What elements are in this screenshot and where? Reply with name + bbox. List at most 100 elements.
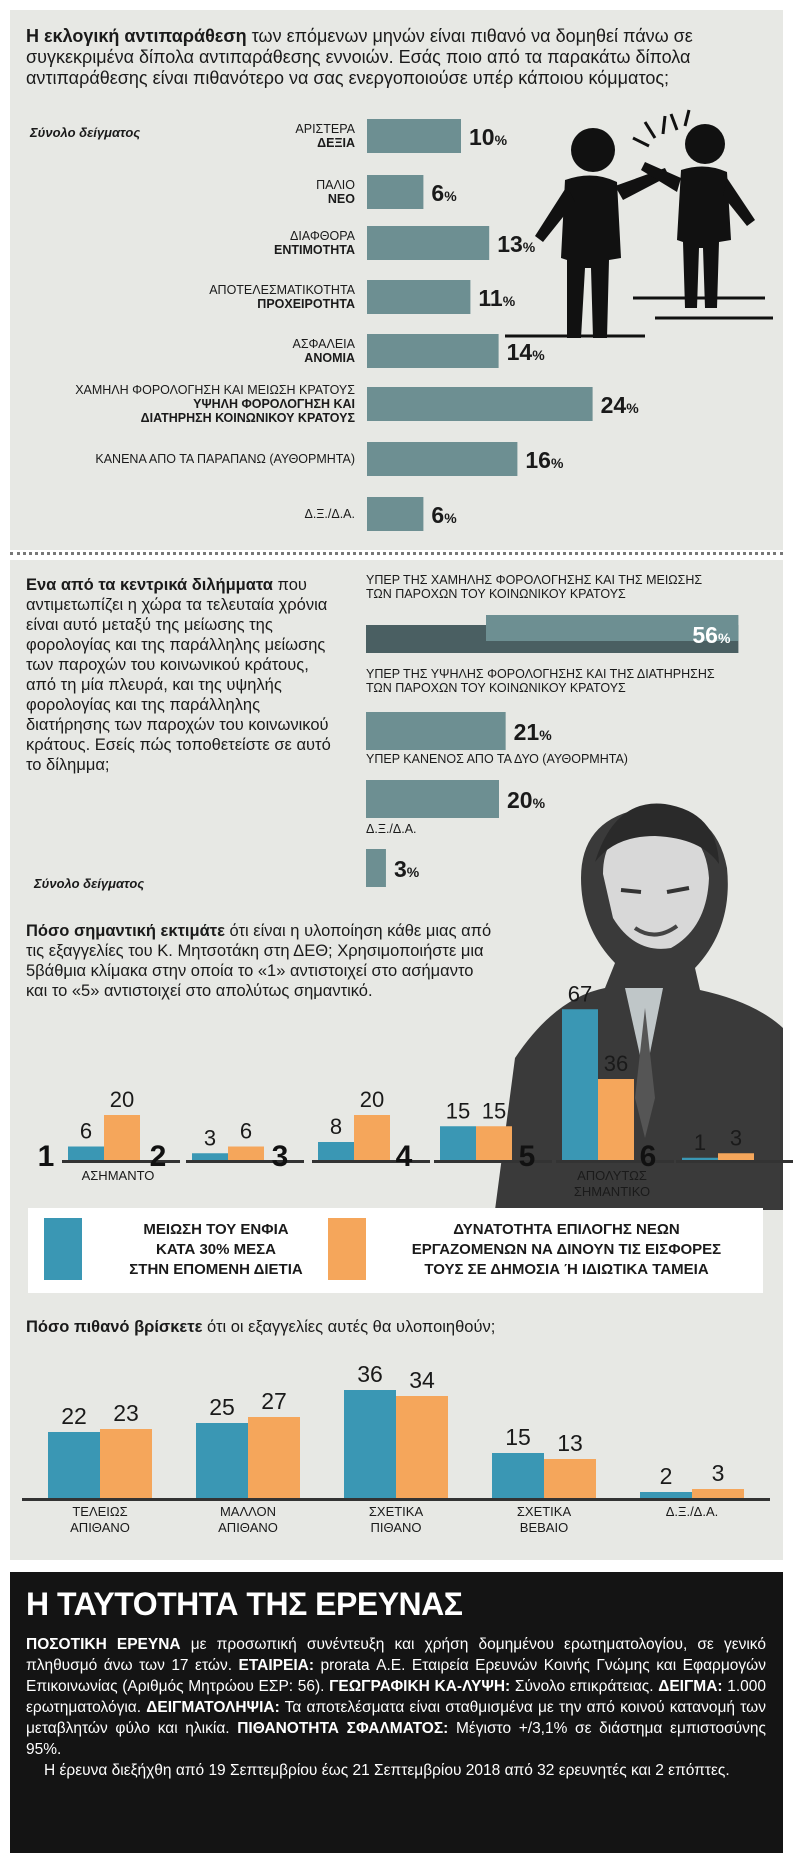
- legend-teal-line2: ΚΑΤΑ 30% ΜΕΣΑ: [156, 1241, 276, 1258]
- chart3-bar: [104, 1115, 140, 1160]
- chart1-percent-sign: %: [523, 239, 536, 255]
- chart1-bar: [367, 497, 424, 531]
- chart1-category-label: ΑΣΦΑΛΕΙΑ: [292, 337, 355, 351]
- survey-methodology-box: Η ΤΑΥΤΟΤΗΤΑ ΤΗΣ ΕΡΕΥΝΑΣ ΠΟΣΟΤΙΚΗ ΕΡΕΥΝΑ …: [10, 1572, 783, 1853]
- chart4-bar: [196, 1423, 248, 1498]
- chart2-bar: [366, 712, 506, 750]
- section3-intro: Πόσο σημαντική εκτιμάτε ότι είναι η υλοπ…: [26, 921, 496, 1001]
- chart4-category-label: ΑΠΙΘΑΝΟ: [70, 1520, 130, 1535]
- methodology-t2: prorata Α.Ε. Εταιρεία Ερευνών Κοινής Γνώ…: [26, 1657, 766, 1695]
- chart3-bar: [440, 1126, 476, 1160]
- chart3-axis: [62, 1160, 180, 1163]
- legend-teal-line3: ΣΤΗΝ ΕΠΟΜΕΝΗ ΔΙΕΤΙΑ: [129, 1261, 303, 1278]
- chart1-percent-sign: %: [626, 400, 639, 416]
- chart3-bar: [68, 1146, 104, 1160]
- chart1-value-label: 10%: [469, 124, 508, 150]
- chart1-category-label: ΥΨΗΛΗ ΦΟΡΟΛΟΓΗΣΗ ΚΑΙ: [193, 397, 355, 411]
- chart3-value-label: 67: [568, 981, 592, 1006]
- chart1-svg: 10%ΑΡΙΣΤΕΡΑΔΕΞΙΑ6%ΠΑΛΙΟΝΕΟ13%ΔΙΑΦΘΟΡΑΕΝΤ…: [75, 119, 639, 531]
- methodology-dates: Η έρευνα διεξήχθη από 19 Σεπτεμβρίου έως…: [44, 1762, 730, 1779]
- section2-intro-text: που αντιμετωπίζει η χώρα τα τελευταία χρ…: [26, 576, 331, 774]
- chart2-category-label: ΤΩΝ ΠΑΡΟΧΩΝ ΤΟΥ ΚΟΙΝΩΝΙΚΟΥ ΚΡΑΤΟΥΣ: [366, 681, 626, 695]
- chart4-category-label: Δ.Ξ./Δ.Α.: [666, 1504, 719, 1519]
- chart1-category-label: ΝΕΟ: [328, 192, 355, 206]
- methodology-text: ΠΟΣΟΤΙΚΗ ΕΡΕΥΝΑ με προσωπική συνέντευξη …: [26, 1634, 766, 1781]
- methodology-t5: Τα αποτελέσματα είναι σταθμισμένα με την…: [26, 1699, 766, 1737]
- chart3-bar: [318, 1142, 354, 1160]
- chart1-category-label: Δ.Ξ./Δ.Α.: [304, 507, 355, 521]
- chart4-bar: [48, 1432, 100, 1498]
- section3-intro-text: ότι είναι η υλοποίηση κάθε μιας από τις …: [26, 922, 492, 1000]
- chart3-scale-number: 1: [38, 1140, 55, 1173]
- chart3-axis: [434, 1160, 552, 1163]
- methodology-b4: ΔΕΙΓΜΑ:: [658, 1678, 723, 1695]
- chart1-category-label: ΑΡΙΣΤΕΡΑ: [295, 122, 355, 136]
- chart3-value-label: 15: [446, 1098, 470, 1123]
- chart1-category-label: ΠΑΛΙΟ: [316, 178, 355, 192]
- chart3-scale-number: 2: [150, 1140, 167, 1173]
- chart3-axis: [186, 1160, 304, 1163]
- section1-intro-bold: Η εκλογική αντιπαράθεση: [26, 26, 247, 46]
- chart1-category-label: ΔΙΑΦΘΟΡΑ: [290, 229, 356, 243]
- chart3-value-label: 36: [604, 1051, 628, 1076]
- chart1-bar: [367, 334, 499, 368]
- chart3-value-label: 3: [730, 1125, 742, 1150]
- chart4-category-label: ΑΠΙΘΑΝΟ: [218, 1520, 278, 1535]
- chart3-bar: [192, 1153, 228, 1160]
- chart1-percent-sign: %: [444, 510, 457, 526]
- chart1-category-label: ΔΕΞΙΑ: [317, 136, 355, 150]
- chart4-bar: [692, 1489, 744, 1498]
- legend-teal-line1: ΜΕΙΩΣΗ ΤΟΥ ΕΝΦΙΑ: [143, 1221, 289, 1238]
- chart3-bar: [682, 1157, 718, 1160]
- chart3-scale-number: 6: [640, 1140, 657, 1173]
- methodology-b6: ΠΙΘΑΝΟΤΗΤΑ ΣΦΑΛΜΑΤΟΣ:: [237, 1720, 449, 1737]
- methodology-t3: Σύνολο επικράτειας.: [510, 1678, 659, 1695]
- chart3-axis: [676, 1160, 793, 1163]
- section4-intro-bold: Πόσο πιθανό βρίσκετε: [26, 1318, 203, 1336]
- chart2-percent-sign: %: [718, 630, 731, 646]
- chart1-category-label: ΕΝΤΙΜΟΤΗΤΑ: [274, 243, 355, 257]
- chart4-bar: [248, 1417, 300, 1498]
- chart4-bar: [544, 1459, 596, 1498]
- chart1-bar: [367, 226, 490, 260]
- chart4-value-label: 27: [261, 1388, 287, 1414]
- chart1-percent-sign: %: [532, 347, 545, 363]
- chart1-bar: [367, 387, 593, 421]
- methodology-t6: Μέγιστο +/3,1% σε διάστημα εμπιστοσύνης …: [26, 1720, 766, 1758]
- chart4-value-label: 13: [557, 1430, 583, 1456]
- chart4-category-label: ΤΕΛΕΙΩΣ: [72, 1504, 127, 1519]
- section2-intro: Ενα από τα κεντρικά διλήμματα που αντιμε…: [26, 575, 331, 775]
- methodology-t1: με προσωπική συνέντευξη και χρήση δομημέ…: [26, 1636, 766, 1674]
- chart3-bar: [598, 1079, 634, 1160]
- chart3-value-label: 3: [204, 1125, 216, 1150]
- divider-1: [10, 552, 783, 555]
- legend-orange-line2: ΕΡΓΑΖΟΜΕΝΩΝ ΝΑ ΔΙΝΟΥΝ ΤΙΣ ΕΙΣΦΟΡΕΣ: [411, 1241, 722, 1258]
- chart4-value-label: 15: [505, 1424, 531, 1450]
- chart-legend: ΜΕΙΩΣΗ ΤΟΥ ΕΝΦΙΑ ΚΑΤΑ 30% ΜΕΣΑ ΣΤΗΝ ΕΠΟΜ…: [28, 1208, 763, 1293]
- methodology-t4: 1.000 ερωτηματολόγια.: [26, 1678, 766, 1716]
- chart3-category-note: ΑΠΟΛΥΤΩΣ: [577, 1168, 647, 1183]
- chart1-bar: [367, 280, 471, 314]
- chart2-percent-sign: %: [407, 864, 420, 880]
- chart4-value-label: 34: [409, 1367, 435, 1393]
- chart2-category-label: ΤΩΝ ΠΑΡΟΧΩΝ ΤΟΥ ΚΟΙΝΩΝΙΚΟΥ ΚΡΑΤΟΥΣ: [366, 587, 626, 601]
- chart4-axis: [22, 1498, 770, 1501]
- chart3-scale-number: 5: [519, 1140, 536, 1173]
- arguing-people-icon: [505, 109, 773, 338]
- legend-orange-label: ΔΥΝΑΤΟΤΗΤΑ ΕΠΙΛΟΓΗΣ ΝΕΩΝ ΕΡΓΑΖΟΜΕΝΩΝ ΝΑ …: [374, 1220, 759, 1280]
- chart4-category-label: ΣΧΕΤΙΚΑ: [369, 1504, 424, 1519]
- chart4-value-label: 36: [357, 1361, 383, 1387]
- chart3-bar: [718, 1153, 754, 1160]
- chart1-percent-sign: %: [503, 293, 516, 309]
- chart2-category-label: ΥΠΕΡ ΤΗΣ ΥΨΗΛΗΣ ΦΟΡΟΛΟΓΗΣΗΣ ΚΑΙ ΤΗΣ ΔΙΑΤ…: [366, 667, 715, 681]
- chart3-value-label: 20: [110, 1087, 134, 1112]
- chart3-value-label: 6: [80, 1119, 92, 1144]
- chart2-bar: [486, 615, 739, 641]
- chart4-value-label: 23: [113, 1400, 139, 1426]
- chart4-bar: [640, 1492, 692, 1498]
- legend-orange-line3: ΤΟΥΣ ΣΕ ΔΗΜΟΣΙΑ Ή ΙΔΙΩΤΙΚΑ ΤΑΜΕΙΑ: [424, 1261, 709, 1278]
- chart2-bar: [366, 849, 386, 887]
- chart1-bar: [367, 119, 461, 153]
- chart3-value-label: 1: [694, 1130, 706, 1155]
- chart2-category-label: ΥΠΕΡ ΚΑΝΕΝΟΣ ΑΠΟ ΤΑ ΔΥΟ (ΑΥΘΟΡΜΗΤΑ): [366, 752, 628, 766]
